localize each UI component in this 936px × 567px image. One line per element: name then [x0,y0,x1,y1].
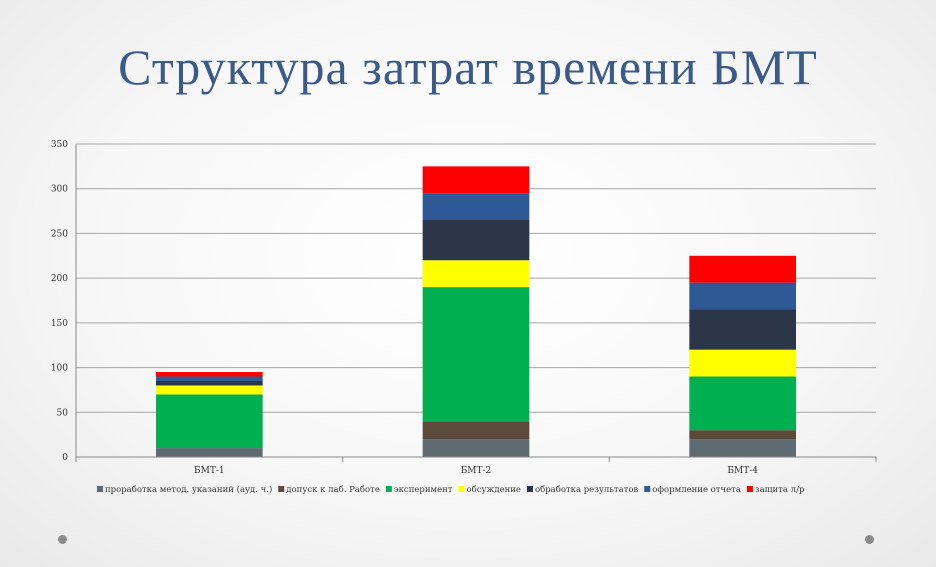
legend-swatch [644,486,651,492]
slide-title: Структура затрат времени БМТ [118,39,818,95]
y-tick-label: 150 [51,319,68,329]
legend-swatch [746,486,753,492]
legend-item: обсуждение [458,484,521,495]
y-tick-label: 50 [57,408,69,418]
bars [156,166,796,457]
bar-segment [422,260,530,288]
y-tick-label: 100 [51,364,68,374]
bar-segment [156,448,263,457]
y-tick-label: 250 [51,229,68,239]
legend-swatch [526,486,533,492]
bar-segment [689,430,796,440]
bar-segment [422,439,530,457]
bar-segment [689,376,796,431]
bar-segment [422,287,530,422]
legend-label: оформление отчета [652,485,741,495]
bar-segment [156,380,263,386]
decorative-dot [865,535,874,544]
bar-segment [422,421,530,440]
axes: 0 50 100 150 200 250 300 350 БМТ-1 БМТ-2 БМТ-4 [51,140,877,476]
bar-segment [422,220,530,261]
x-tick-label: БМТ-2 [461,466,492,476]
legend-label: допуск к лаб. Работе [286,484,380,495]
bar-segment [156,376,263,381]
legend-swatch [385,486,392,492]
bar-segment [156,372,263,377]
legend-label: эксперимент [394,485,453,495]
x-tick-label: БМТ-1 [194,466,225,476]
legend: проработка метод. указаний (ауд. ч.) допу… [97,484,805,495]
y-tick-label: 350 [51,140,68,150]
legend-label: проработка метод. указаний (ауд. ч.) [105,484,272,495]
legend-item: защита л/р [746,485,805,495]
bar-segment [689,309,796,350]
y-tick-label: 0 [62,453,68,463]
bar-segment [689,255,796,283]
x-tick-label: БМТ-4 [727,466,758,476]
bar-segment [422,193,530,221]
legend-item: оформление отчета [644,485,741,495]
bar-segment [156,385,263,395]
bar-segment [689,282,796,310]
legend-swatch [458,486,465,492]
legend-item: обработка результатов [526,484,638,495]
legend-swatch [278,486,285,492]
y-tick-label: 200 [51,274,68,284]
bar-segment [156,394,263,449]
decorative-dot [58,535,67,544]
bar-segment [689,349,796,377]
bar-segment [422,166,530,194]
legend-label: обсуждение [467,484,521,495]
legend-label: обработка результатов [535,484,638,495]
bar-segment [689,439,796,457]
legend-label: защита л/р [755,485,805,495]
legend-item: допуск к лаб. Работе [278,484,380,495]
legend-item: эксперимент [385,485,453,495]
y-tick-label: 300 [51,185,68,195]
legend-swatch [97,486,103,492]
legend-item: проработка метод. указаний (ауд. ч.) [97,484,272,495]
